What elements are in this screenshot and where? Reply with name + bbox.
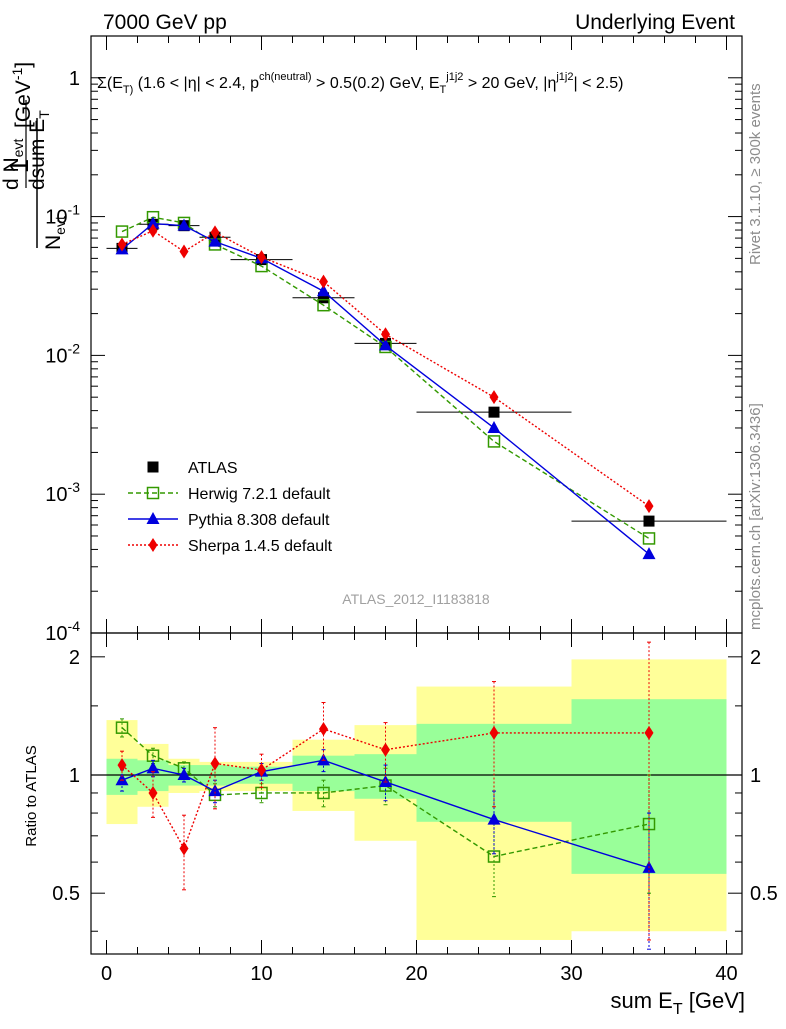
- point-pythia-8-308-default-8: [642, 547, 656, 560]
- main-y-tick-label-1: 10-1: [45, 202, 80, 229]
- main-y-tick-label-2: 10-2: [45, 340, 80, 367]
- point-sherpa-1-4-5-default-3: [210, 225, 220, 240]
- point-sherpa-1-4-5-default-1: [148, 223, 158, 238]
- svg-text:dsum ET: dsum ET: [26, 110, 52, 190]
- point-atlas-8: [643, 515, 655, 527]
- svg-text:[GeV-1]: [GeV-1]: [9, 62, 35, 128]
- x-tick-label-40: 40: [715, 963, 737, 985]
- main-y-axis-title: 1 Nevt d Nevt dsum ET [GeV-1]: [0, 62, 68, 250]
- ratio-panel: 0 10 20 30 40 0.5 0.5 1 1 2 2: [52, 632, 778, 985]
- point-pythia-8-308-default-3: [208, 234, 222, 247]
- header-right: Underlying Event: [575, 11, 735, 34]
- ratio-y-tick-label-right-2: 2: [750, 647, 761, 669]
- selection-description: Σ(ET) (1.6 < |η| < 2.4, pch(neutral) > 0…: [97, 71, 623, 96]
- ratio-point-sherpa-1-4-5-default-0: [117, 758, 127, 773]
- svg-text:d Nevt: d Nevt: [0, 139, 26, 190]
- legend-label-pythia-8-308-default: Pythia 8.308 default: [188, 512, 330, 529]
- point-pythia-8-308-default-5: [317, 284, 330, 297]
- analysis-watermark: ATLAS_2012_I1183818: [342, 591, 490, 607]
- main-panel: 1 10-1 10-2 10-3 10-4: [45, 35, 743, 645]
- legend-label-atlas: ATLAS: [188, 460, 238, 477]
- header-left: 7000 GeV pp: [103, 11, 227, 34]
- rivet-version-label: Rivet 3.1.10, ≥ 300k events: [747, 83, 764, 265]
- point-sherpa-1-4-5-default-0: [117, 237, 127, 252]
- ratio-y-tick-label-left-2: 2: [69, 647, 80, 669]
- point-atlas-5: [318, 292, 329, 304]
- ratio-point-sherpa-1-4-5-default-2: [179, 841, 189, 856]
- main-y-tick-label-4: 10-4: [45, 618, 80, 645]
- ratio-point-pythia-8-308-default-1: [146, 761, 160, 774]
- point-pythia-8-308-default-6: [379, 338, 392, 351]
- main-y-tick-label-3: 10-3: [45, 479, 80, 506]
- point-herwig-7-2-1-default-8: [642, 532, 656, 545]
- ratio-y-tick-label-right-0.5: 0.5: [750, 883, 778, 905]
- point-sherpa-1-4-5-default-4: [257, 250, 266, 265]
- x-axis-title: sum ET [GeV]: [611, 988, 746, 1018]
- x-tick-label-10: 10: [250, 963, 272, 985]
- point-herwig-7-2-1-default-7: [487, 435, 501, 448]
- x-tick-label-0: 0: [101, 963, 112, 985]
- ratio-point-sherpa-1-4-5-default-4: [257, 762, 266, 777]
- point-sherpa-1-4-5-default-2: [179, 244, 189, 259]
- point-pythia-8-308-default-2: [177, 218, 191, 231]
- point-pythia-8-308-default-7: [487, 420, 501, 433]
- point-herwig-7-2-1-default-0: [115, 225, 129, 238]
- point-sherpa-1-4-5-default-8: [644, 499, 654, 514]
- ratio-point-pythia-8-308-default-2: [177, 768, 191, 781]
- point-pythia-8-308-default-1: [146, 216, 160, 229]
- x-tick-label-30: 30: [560, 963, 582, 985]
- legend: ATLAS Herwig 7.2.1 default Pythia 8.308 de…: [128, 460, 333, 555]
- ratio-y-tick-label-left-0.5: 0.5: [52, 883, 80, 905]
- ratio-point-pythia-8-308-default-6: [379, 774, 392, 787]
- ratio-point-sherpa-1-4-5-default-8: [644, 725, 654, 740]
- ratio-point-herwig-7-2-1-default-5: [317, 786, 330, 800]
- ratio-y-tick-label-left-1: 1: [69, 765, 80, 787]
- legend-marker-pythia-8-308-default: [146, 512, 160, 524]
- point-sherpa-1-4-5-default-5: [319, 274, 328, 289]
- legend-marker-sherpa-1-4-5-default: [148, 538, 158, 552]
- x-tick-label-20: 20: [405, 963, 427, 985]
- legend-label-herwig-7-2-1-default: Herwig 7.2.1 default: [188, 486, 331, 503]
- ratio-inner-band-7: [416, 723, 572, 822]
- legend-label-sherpa-1-4-5-default: Sherpa 1.4.5 default: [188, 538, 333, 555]
- mcplots-label: mcplots.cern.ch [arXiv:1306.3436]: [747, 403, 764, 630]
- line-herwig-7-2-1-default: [121, 216, 650, 540]
- ratio-point-sherpa-1-4-5-default-3: [210, 756, 220, 771]
- ratio-point-herwig-7-2-1-default-0: [115, 721, 129, 734]
- line-pythia-8-308-default: [121, 222, 650, 555]
- ratio-point-pythia-8-308-default-3: [208, 784, 222, 797]
- ratio-point-pythia-8-308-default-7: [487, 812, 501, 825]
- point-herwig-7-2-1-default-5: [317, 298, 330, 312]
- ratio-point-herwig-7-2-1-default-7: [487, 850, 501, 863]
- ratio-y-tick-label-right-1: 1: [750, 765, 761, 787]
- main-y-tick-label-0: 1: [69, 68, 80, 90]
- ratio-point-sherpa-1-4-5-default-5: [319, 721, 328, 736]
- legend-marker-herwig-7-2-1-default: [146, 486, 160, 500]
- point-sherpa-1-4-5-default-7: [489, 390, 499, 405]
- point-atlas-7: [488, 406, 500, 418]
- point-sherpa-1-4-5-default-6: [381, 327, 390, 342]
- legend-marker-atlas: [147, 461, 159, 473]
- ratio-point-sherpa-1-4-5-default-6: [381, 742, 390, 757]
- ratio-y-axis-title: Ratio to ATLAS: [23, 745, 40, 846]
- ratio-point-sherpa-1-4-5-default-1: [148, 785, 158, 800]
- ratio-point-sherpa-1-4-5-default-7: [489, 725, 499, 740]
